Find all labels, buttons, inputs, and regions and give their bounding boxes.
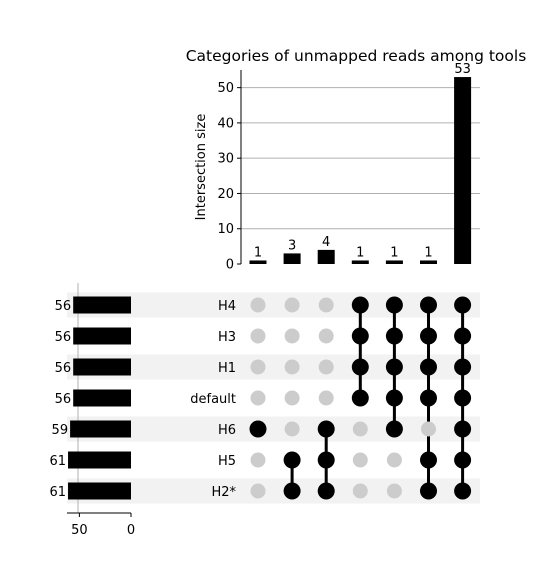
- matrix-dot-active: [283, 482, 301, 500]
- matrix-dot-active: [351, 327, 369, 345]
- set-name-label: default: [190, 392, 236, 407]
- matrix-dot-active: [420, 451, 437, 469]
- intersection-y-axis-label: Intersection size: [194, 114, 209, 221]
- matrix-dot-active: [351, 358, 369, 376]
- matrix-dot-inactive: [250, 452, 266, 468]
- matrix-dot-active: [317, 420, 335, 438]
- intersection-bar-label: 1: [424, 245, 432, 260]
- matrix-dot-active: [454, 296, 472, 314]
- set-size-x-tick-label: 50: [71, 523, 88, 538]
- matrix-dot-inactive: [250, 359, 266, 375]
- set-size-label: 61: [49, 485, 66, 500]
- matrix-dot-active: [351, 296, 369, 314]
- matrix-row-stripe: [67, 292, 480, 318]
- matrix-dot-inactive: [284, 390, 300, 406]
- chart-title: Categories of unmapped reads among tools: [186, 47, 527, 65]
- set-size-bar: [68, 482, 131, 500]
- matrix-dot-active: [420, 482, 437, 500]
- matrix-dot-inactive: [386, 452, 402, 468]
- matrix-dot-active: [420, 389, 437, 407]
- matrix-dot-inactive: [386, 483, 402, 499]
- matrix-dot-inactive: [318, 328, 334, 344]
- matrix-dot-active: [385, 327, 403, 345]
- intersection-bar-label: 1: [254, 245, 262, 260]
- intersection-bar-label: 3: [288, 238, 296, 253]
- matrix-dot-active: [283, 451, 301, 469]
- matrix-dot-active: [351, 389, 369, 407]
- set-name-label: H2*: [211, 485, 236, 500]
- matrix-dot-active: [420, 327, 437, 345]
- matrix-dot-active: [317, 451, 335, 469]
- matrix-dot-inactive: [352, 452, 368, 468]
- intersection-bar-label: 4: [322, 235, 330, 250]
- intersection-bar: [454, 77, 472, 265]
- set-size-label: 56: [55, 330, 72, 345]
- y-tick-label: 50: [217, 81, 234, 96]
- intersection-bar: [283, 253, 301, 264]
- matrix-dot-inactive: [352, 483, 368, 499]
- matrix-dot-active: [454, 358, 472, 376]
- matrix-dot-inactive: [250, 297, 266, 313]
- matrix-dot-inactive: [250, 483, 266, 499]
- matrix-row-stripe: [67, 354, 480, 380]
- set-name-label: H1: [218, 361, 236, 376]
- set-size-bar: [73, 327, 131, 345]
- matrix-row-stripe: [67, 416, 480, 442]
- y-tick-label: 30: [217, 152, 234, 167]
- set-size-bar: [73, 358, 131, 376]
- intersection-bar: [249, 260, 267, 264]
- set-name-label: H4: [218, 299, 236, 314]
- y-tick-label: 0: [226, 258, 234, 273]
- matrix-dot-active: [420, 296, 437, 314]
- matrix-dot-active: [385, 296, 403, 314]
- matrix-dot-active: [454, 482, 472, 500]
- matrix-dot-active: [454, 451, 472, 469]
- matrix-dot-active: [420, 358, 437, 376]
- matrix-dot-inactive: [318, 390, 334, 406]
- intersection-bar-label: 53: [454, 62, 471, 77]
- set-size-label: 56: [55, 299, 72, 314]
- intersection-bar: [385, 260, 403, 264]
- set-size-label: 56: [55, 361, 72, 376]
- intersection-bar: [351, 260, 369, 264]
- matrix-dot-active: [317, 482, 335, 500]
- set-name-label: H6: [218, 423, 236, 438]
- matrix-dot-inactive: [421, 421, 436, 437]
- matrix-dot-active: [385, 358, 403, 376]
- set-size-label: 59: [52, 423, 69, 438]
- matrix-dot-active: [454, 327, 472, 345]
- matrix-dot-inactive: [284, 328, 300, 344]
- matrix-dot-active: [385, 420, 403, 438]
- matrix-dot-inactive: [352, 421, 368, 437]
- intersection-bar: [420, 260, 437, 264]
- set-name-label: H3: [218, 330, 236, 345]
- matrix-dot-inactive: [318, 359, 334, 375]
- y-tick-label: 40: [217, 116, 234, 131]
- matrix-dot-inactive: [250, 328, 266, 344]
- intersection-bar-label: 1: [390, 245, 398, 260]
- matrix-dot-inactive: [284, 359, 300, 375]
- y-tick-label: 10: [217, 222, 234, 237]
- matrix-dot-inactive: [284, 297, 300, 313]
- y-tick-label: 20: [217, 187, 234, 202]
- matrix-dot-inactive: [318, 297, 334, 313]
- intersection-bar: [317, 249, 335, 264]
- set-size-bar: [68, 451, 131, 469]
- matrix-dot-inactive: [284, 421, 300, 437]
- set-size-label: 61: [49, 454, 66, 469]
- matrix-dot-inactive: [250, 390, 266, 406]
- matrix-dot-active: [385, 389, 403, 407]
- intersection-bar-label: 1: [356, 245, 364, 260]
- set-size-bar: [70, 420, 131, 438]
- set-size-bar: [73, 389, 131, 407]
- matrix-dot-active: [454, 389, 472, 407]
- set-name-label: H5: [218, 454, 236, 469]
- set-size-x-tick-label: 0: [127, 523, 135, 538]
- matrix-row-stripe: [67, 478, 480, 504]
- matrix-dot-active: [249, 420, 267, 438]
- set-size-label: 56: [55, 392, 72, 407]
- set-size-bar: [73, 296, 131, 314]
- matrix-dot-active: [454, 420, 472, 438]
